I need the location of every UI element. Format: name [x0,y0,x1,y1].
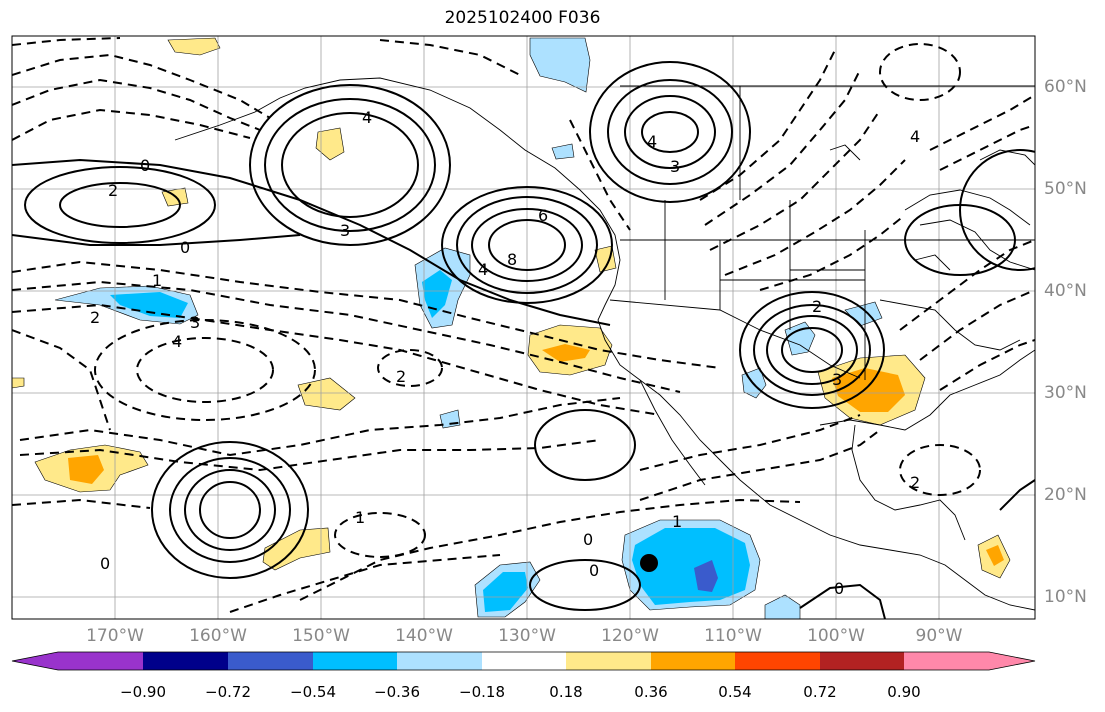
shade-cyan-2 [110,292,188,318]
colorbar-bin [651,652,735,670]
colorbar-bin [228,652,313,670]
negative-contours [12,37,1035,613]
contour-label: 4 [172,332,182,351]
shade-cyan-3 [422,270,452,318]
lat-label: 30°N [1044,383,1087,403]
lon-label: 90°W [915,626,963,646]
colorbar-tick: 0.72 [803,683,837,701]
shade-blue-10 [551,143,575,160]
shade-yellow-11 [12,377,25,389]
colorbar-tick: −0.72 [205,683,251,701]
colorbar-outline [11,651,1036,671]
black-dot-marker [640,554,658,572]
contour-label: 0 [140,156,150,175]
contour-label: 3 [190,313,200,332]
contour-label: 0 [180,238,190,257]
colorbar-bin [313,652,397,670]
contour-label: 3 [670,157,680,176]
colorbar-tick: 0.54 [718,683,752,701]
contour-label: 0 [834,579,844,598]
colorbar-tick: −0.36 [374,683,420,701]
contour-label: 2 [396,367,406,386]
contour-label: 1 [152,271,162,290]
lon-label: 130°W [498,626,556,646]
lon-label: 140°W [395,626,453,646]
contour-label: 4 [910,127,920,146]
lon-label: 100°W [807,626,865,646]
lat-label: 50°N [1044,179,1087,199]
shade-orange-10 [986,545,1004,566]
contour-label: 2 [90,308,100,327]
contour-label: 2 [812,297,822,316]
shade-orange-5 [542,344,590,362]
positive-contours [12,61,1035,619]
shade-yellow-2 [315,127,345,161]
shade-yellow-6 [297,377,356,411]
contour-label: 1 [355,508,365,527]
contour-label: 2 [108,181,118,200]
colorbar-tick: 0.18 [549,683,583,701]
contour-label: 4 [647,132,657,151]
lat-label: 40°N [1044,281,1087,301]
lat-label: 10°N [1044,587,1087,607]
contour-label: 0 [583,530,593,549]
lon-label: 120°W [601,626,659,646]
map-title: 2025102400 F036 [444,8,601,28]
contour-label: 4 [362,108,372,127]
colorbar-tick: 0.36 [634,683,668,701]
contour-label: 2 [910,473,920,492]
shade-orange-9 [832,368,905,412]
colorbar-bin [143,652,228,670]
contour-label: 0 [100,554,110,573]
colorbar-min-arrow [12,652,58,670]
coastlines [174,77,1035,611]
shade-blue-7 [784,321,816,356]
colorbar-bin [482,652,566,670]
colorbar-tick: −0.54 [290,683,336,701]
colorbar [11,651,1036,671]
lat-label: 20°N [1044,485,1087,505]
lon-label: 110°W [704,626,762,646]
colorbar-tick: −0.90 [120,683,166,701]
colorbar-bin [397,652,482,670]
lon-label: 150°W [292,626,350,646]
shade-cyan-5 [483,572,528,612]
shade-orange-7 [68,455,104,484]
graticule [12,36,1035,619]
colorbar-bin [58,652,143,670]
contour-label: 0 [589,561,599,580]
colorbar-bin [566,652,651,670]
shade-darkblue-4 [694,560,718,592]
contour-label: 3 [340,221,350,240]
lon-label: 160°W [189,626,247,646]
contour-label: 6 [538,206,548,225]
contour-label: 1 [672,512,682,531]
contour-label: 8 [507,250,517,269]
colorbar-tick: −0.18 [459,683,505,701]
colorbar-bin [820,652,904,670]
contour-label: 4 [478,260,488,279]
contour-labels: 4 4 3 4 6 8 4 3 2 2 3 4 3 0 2 0 1 2 2 1 … [90,108,920,598]
colorbar-bin [904,652,989,670]
contour-label: 3 [832,370,842,389]
lat-label: 60°N [1044,77,1087,97]
colorbar-tick: 0.90 [887,683,921,701]
shade-yellow-1 [167,37,221,56]
map-frame [11,35,1036,620]
lon-label: 170°W [86,626,144,646]
shade-cyan-4 [632,528,750,605]
colorbar-max-arrow [989,652,1035,670]
colorbar-bin [735,652,820,670]
